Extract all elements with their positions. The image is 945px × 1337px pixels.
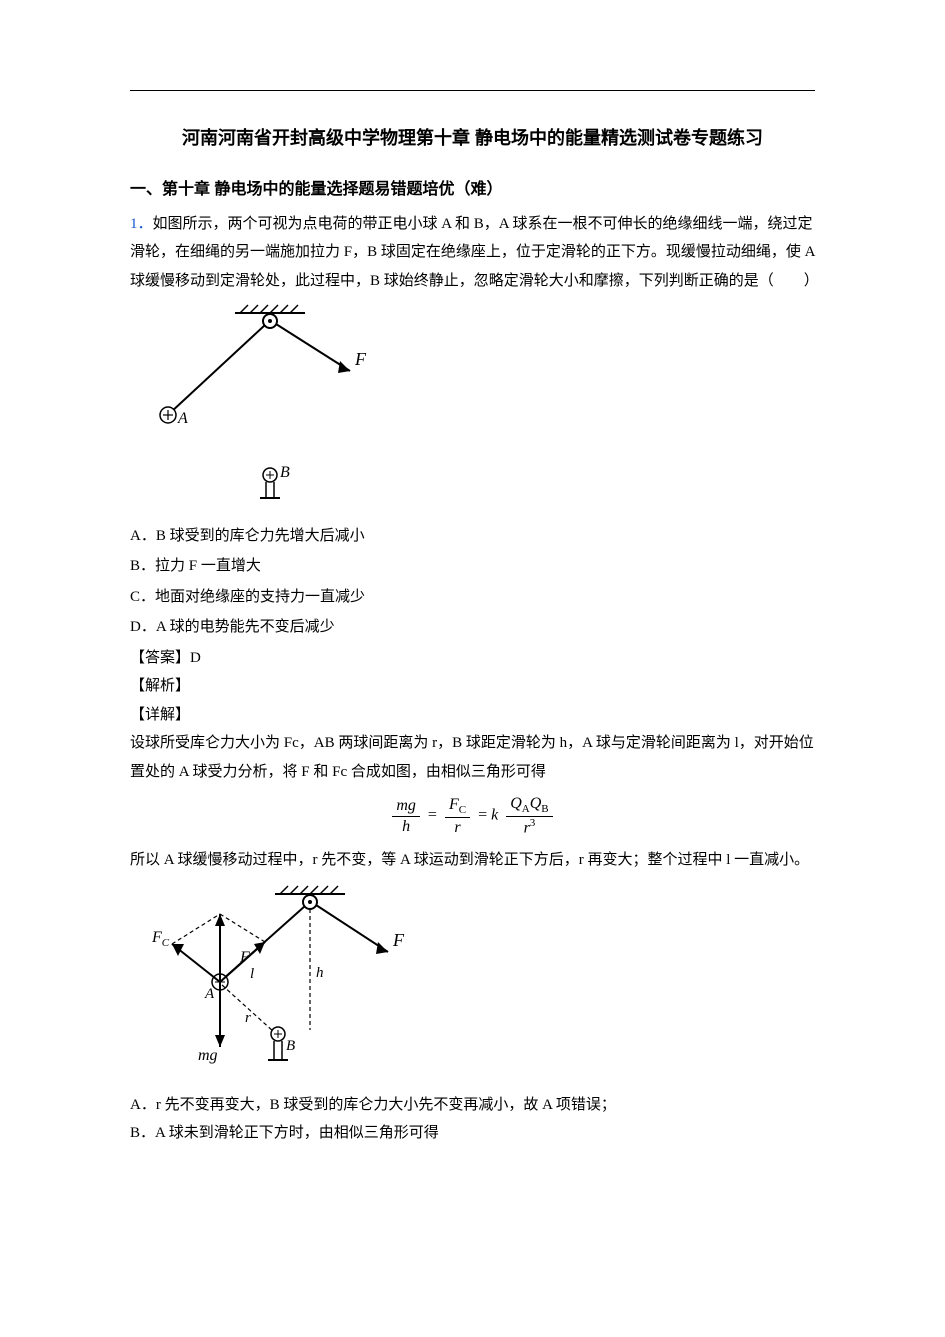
answer-value: D	[190, 650, 201, 666]
label-F-vec: F	[239, 949, 250, 966]
label-B2: B	[286, 1038, 295, 1054]
question-text: 如图所示，两个可视为点电荷的带正电小球 A 和 B，A 球系在一根不可伸长的绝缘…	[130, 216, 819, 289]
diagram-2: F A F l FC mg r h B	[150, 882, 815, 1083]
top-rule	[130, 90, 815, 91]
option-d: D．A 球的电势能先不变后减少	[130, 613, 815, 642]
detail-after-formula: 所以 A 球缓慢移动过程中，r 先不变，等 A 球运动到滑轮正下方后，r 再变大…	[130, 846, 815, 875]
option-b: B．拉力 F 一直增大	[130, 552, 815, 581]
label-mg: mg	[198, 1047, 218, 1064]
label-A: A	[177, 410, 188, 427]
formula-1: mgh = FCr = k QAQBr3	[130, 794, 815, 838]
label-Fc: FC	[151, 929, 170, 949]
answer-line: 【答案】D	[130, 644, 815, 673]
diagram-2-svg: F A F l FC mg r h B	[150, 882, 410, 1072]
analysis-label: 【解析】	[130, 672, 815, 701]
question-number: 1．	[130, 216, 153, 232]
label-F-right: F	[392, 930, 405, 950]
detail-label: 【详解】	[130, 701, 815, 730]
section-header: 一、第十章 静电场中的能量选择题易错题培优（难）	[130, 175, 815, 205]
detail-line-b: B．A 球未到滑轮正下方时，由相似三角形可得	[130, 1119, 815, 1148]
page-title: 河南河南省开封高级中学物理第十章 静电场中的能量精选测试卷专题练习	[130, 121, 815, 155]
option-a: A．B 球受到的库仑力先增大后减小	[130, 522, 815, 551]
label-l: l	[250, 966, 254, 982]
detail-intro: 设球所受库仑力大小为 Fc，AB 两球间距离为 r，B 球距定滑轮为 h，A 球…	[130, 729, 815, 786]
answer-label: 【答案】	[130, 650, 190, 666]
option-c: C．地面对绝缘座的支持力一直减少	[130, 583, 815, 612]
detail-line-a: A．r 先不变再变大，B 球受到的库仑力大小先不变再减小，故 A 项错误；	[130, 1091, 815, 1120]
diagram-1-svg: F A B	[150, 303, 370, 503]
diagram-1: F A B	[150, 303, 815, 514]
label-B: B	[280, 464, 290, 481]
label-h: h	[316, 965, 324, 981]
label-F: F	[354, 349, 367, 369]
label-r: r	[245, 1010, 251, 1026]
label-A2: A	[204, 986, 215, 1002]
question-body: 1．如图所示，两个可视为点电荷的带正电小球 A 和 B，A 球系在一根不可伸长的…	[130, 210, 815, 296]
